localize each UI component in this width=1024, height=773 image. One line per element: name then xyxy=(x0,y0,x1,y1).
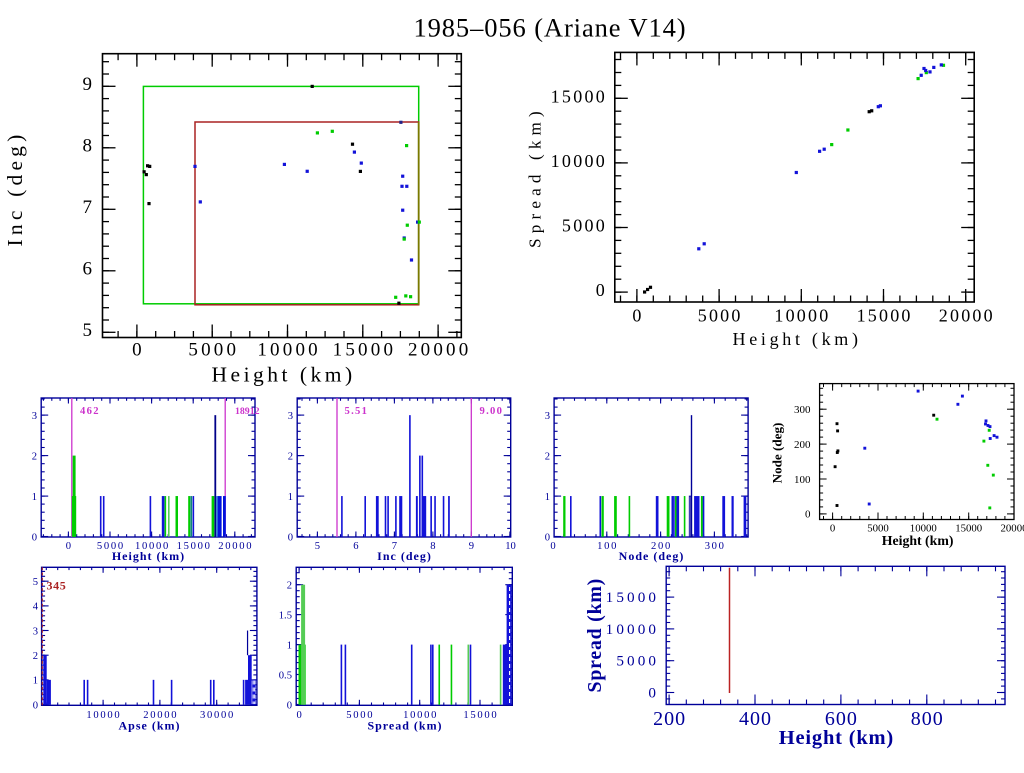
svg-text:9: 9 xyxy=(83,74,93,95)
svg-text:1: 1 xyxy=(288,492,293,503)
svg-text:Spread (km): Spread (km) xyxy=(525,106,544,248)
svg-text:0: 0 xyxy=(550,541,557,552)
svg-text:2: 2 xyxy=(545,451,550,462)
svg-text:5000: 5000 xyxy=(616,653,659,670)
svg-text:0: 0 xyxy=(596,280,607,300)
svg-text:7: 7 xyxy=(83,197,93,218)
svg-text:10000: 10000 xyxy=(257,340,321,361)
svg-text:15000: 15000 xyxy=(463,710,498,721)
svg-text:10000: 10000 xyxy=(606,621,659,638)
svg-text:6: 6 xyxy=(353,541,360,552)
svg-text:462: 462 xyxy=(80,406,100,417)
svg-text:Height (km): Height (km) xyxy=(779,727,894,749)
svg-text:0: 0 xyxy=(132,340,145,361)
svg-text:0: 0 xyxy=(66,541,73,552)
svg-text:Node (deg): Node (deg) xyxy=(770,423,785,484)
svg-text:5: 5 xyxy=(83,320,93,341)
svg-text:Height (km): Height (km) xyxy=(112,549,185,563)
svg-text:5.51: 5.51 xyxy=(345,406,369,417)
svg-text:15000: 15000 xyxy=(551,86,608,106)
svg-text:5000: 5000 xyxy=(188,340,239,361)
svg-text:0: 0 xyxy=(648,685,659,702)
svg-text:5000: 5000 xyxy=(698,306,743,326)
svg-text:2: 2 xyxy=(33,651,38,662)
svg-text:1.5: 1.5 xyxy=(279,610,292,621)
svg-text:0: 0 xyxy=(632,306,643,326)
svg-text:15000: 15000 xyxy=(955,523,982,535)
svg-text:100: 100 xyxy=(794,474,811,486)
svg-text:Spread (km): Spread (km) xyxy=(584,578,606,693)
svg-text:200: 200 xyxy=(653,708,686,730)
svg-text:3: 3 xyxy=(32,411,37,422)
svg-text:Node (deg): Node (deg) xyxy=(619,549,685,563)
svg-text:3: 3 xyxy=(288,411,293,422)
svg-text:Spread (km): Spread (km) xyxy=(367,719,442,733)
svg-text:1: 1 xyxy=(545,492,550,503)
svg-text:0: 0 xyxy=(830,523,835,535)
svg-text:Height (km): Height (km) xyxy=(733,329,862,350)
svg-text:1985–056 (Ariane V14): 1985–056 (Ariane V14) xyxy=(413,13,686,43)
svg-text:0: 0 xyxy=(33,700,38,711)
svg-text:0: 0 xyxy=(32,532,37,543)
svg-text:10000: 10000 xyxy=(774,306,830,326)
svg-text:1: 1 xyxy=(287,640,292,651)
svg-text:345: 345 xyxy=(47,579,67,593)
svg-text:10: 10 xyxy=(505,541,516,552)
svg-text:3: 3 xyxy=(33,626,38,637)
svg-text:20000: 20000 xyxy=(218,541,253,552)
svg-text:9: 9 xyxy=(469,541,476,552)
svg-text:Height (km): Height (km) xyxy=(212,362,356,386)
svg-text:20000: 20000 xyxy=(939,306,995,326)
svg-text:1: 1 xyxy=(33,676,38,687)
svg-text:0: 0 xyxy=(297,710,304,721)
svg-text:400: 400 xyxy=(739,708,772,730)
svg-text:5: 5 xyxy=(33,577,38,588)
svg-text:18912: 18912 xyxy=(235,406,260,417)
svg-text:20000: 20000 xyxy=(1001,523,1024,535)
svg-text:8: 8 xyxy=(83,135,93,156)
svg-text:10000: 10000 xyxy=(86,710,121,721)
svg-text:5000: 5000 xyxy=(562,216,607,236)
svg-text:3: 3 xyxy=(545,411,550,422)
svg-text:200: 200 xyxy=(794,439,811,451)
svg-text:2: 2 xyxy=(287,581,292,592)
svg-text:0: 0 xyxy=(288,532,293,543)
svg-text:Apse (km): Apse (km) xyxy=(119,719,181,733)
svg-text:0: 0 xyxy=(545,532,550,543)
svg-text:Inc (deg): Inc (deg) xyxy=(3,130,27,246)
svg-text:5: 5 xyxy=(315,541,322,552)
svg-text:20000: 20000 xyxy=(408,340,472,361)
svg-text:0: 0 xyxy=(287,700,292,711)
svg-text:300: 300 xyxy=(794,404,811,416)
svg-text:0.5: 0.5 xyxy=(279,670,292,681)
svg-text:15000: 15000 xyxy=(606,589,659,606)
svg-text:100: 100 xyxy=(597,541,618,552)
svg-text:4: 4 xyxy=(33,602,39,613)
svg-text:800: 800 xyxy=(911,708,944,730)
svg-text:300: 300 xyxy=(705,541,726,552)
svg-text:15000: 15000 xyxy=(333,340,397,361)
svg-text:6: 6 xyxy=(83,258,93,279)
svg-text:10000: 10000 xyxy=(551,151,608,171)
svg-text:30000: 30000 xyxy=(200,710,235,721)
svg-text:9.00: 9.00 xyxy=(480,406,504,417)
svg-text:Height (km): Height (km) xyxy=(882,533,954,549)
svg-text:2: 2 xyxy=(288,451,293,462)
svg-text:1: 1 xyxy=(32,492,37,503)
svg-text:2: 2 xyxy=(32,451,37,462)
svg-text:0: 0 xyxy=(805,509,811,521)
svg-text:15000: 15000 xyxy=(857,306,913,326)
svg-text:Inc (deg): Inc (deg) xyxy=(377,549,432,563)
